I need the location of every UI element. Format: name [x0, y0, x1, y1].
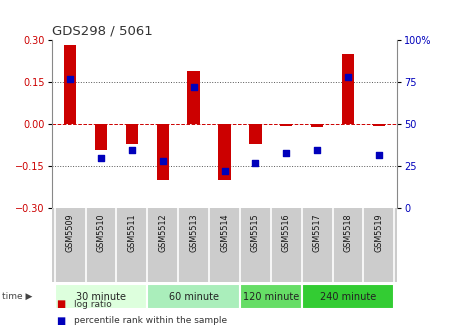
Point	[159, 159, 166, 164]
Text: GSM5512: GSM5512	[158, 213, 167, 252]
Text: GSM5515: GSM5515	[251, 213, 260, 252]
Text: GSM5513: GSM5513	[189, 213, 198, 252]
Text: GSM5511: GSM5511	[128, 213, 136, 252]
Text: GDS298 / 5061: GDS298 / 5061	[52, 25, 152, 38]
Text: GSM5518: GSM5518	[343, 213, 352, 252]
Text: GSM5516: GSM5516	[282, 213, 291, 252]
FancyBboxPatch shape	[147, 284, 240, 309]
Text: GSM5509: GSM5509	[66, 213, 75, 252]
Bar	[249, 124, 261, 144]
Bar	[157, 124, 169, 180]
Text: GSM5514: GSM5514	[220, 213, 229, 252]
Text: GSM5517: GSM5517	[313, 213, 321, 252]
Point	[313, 147, 321, 152]
Bar	[218, 124, 231, 180]
Point	[66, 76, 74, 82]
Point	[252, 160, 259, 166]
Point	[97, 155, 105, 161]
Bar	[280, 124, 292, 126]
Text: percentile rank within the sample: percentile rank within the sample	[74, 317, 227, 325]
Bar	[64, 44, 76, 124]
Bar	[95, 124, 107, 150]
Point	[128, 147, 136, 152]
Text: 240 minute: 240 minute	[320, 292, 376, 301]
Text: ■: ■	[56, 299, 66, 309]
Text: time ▶: time ▶	[2, 292, 33, 301]
Point	[190, 85, 197, 90]
Point	[375, 152, 383, 157]
Bar	[373, 124, 385, 126]
Text: log ratio: log ratio	[74, 300, 112, 308]
Text: ■: ■	[56, 316, 66, 326]
FancyBboxPatch shape	[240, 284, 302, 309]
Text: 120 minute: 120 minute	[242, 292, 299, 301]
FancyBboxPatch shape	[302, 284, 394, 309]
Point	[283, 150, 290, 156]
Text: GSM5510: GSM5510	[97, 213, 106, 252]
Point	[221, 169, 228, 174]
Text: 30 minute: 30 minute	[76, 292, 126, 301]
FancyBboxPatch shape	[55, 284, 147, 309]
Bar	[342, 54, 354, 124]
Text: 60 minute: 60 minute	[169, 292, 219, 301]
Text: GSM5519: GSM5519	[374, 213, 383, 252]
Point	[344, 75, 352, 80]
Bar	[311, 124, 323, 127]
Bar	[126, 124, 138, 144]
Bar	[187, 71, 200, 124]
